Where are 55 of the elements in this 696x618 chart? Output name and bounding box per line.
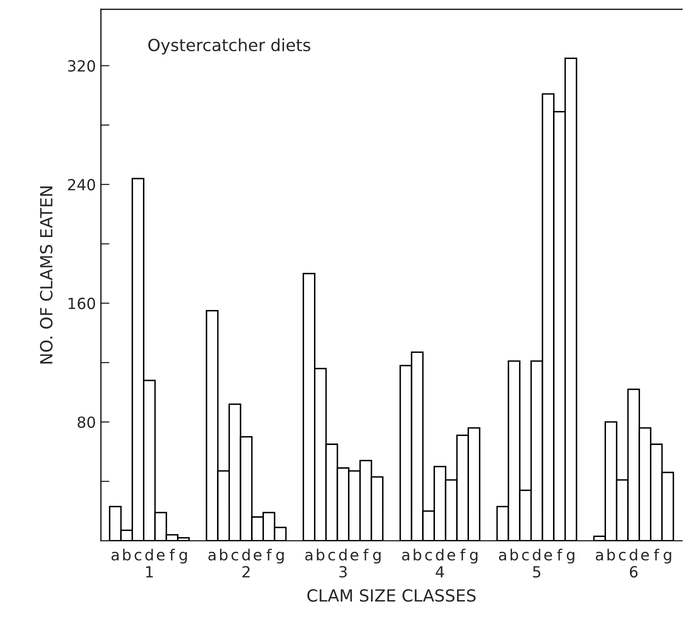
text: Oystercatcher diets bbox=[148, 38, 310, 55]
text: e bbox=[641, 552, 649, 561]
text: f bbox=[266, 548, 272, 560]
text: g bbox=[470, 552, 478, 564]
text: c bbox=[232, 552, 238, 561]
text: e bbox=[254, 552, 262, 561]
text: e bbox=[447, 552, 456, 561]
text: a bbox=[208, 552, 216, 561]
x-tick-label: 1 bbox=[146, 566, 153, 578]
text: d bbox=[630, 548, 638, 561]
y-axis-title: NO. OF CLAMS EATEN bbox=[40, 186, 53, 364]
text: d bbox=[242, 548, 250, 561]
text: c bbox=[328, 552, 335, 561]
text: d bbox=[339, 548, 347, 561]
text: a bbox=[596, 552, 603, 561]
text: f bbox=[654, 548, 660, 560]
x-tick-label: 6 bbox=[630, 566, 638, 578]
series-label: d bbox=[145, 548, 153, 561]
series-label: a bbox=[112, 552, 119, 561]
text: f bbox=[363, 548, 369, 560]
series-label: c bbox=[134, 552, 142, 561]
text: g bbox=[664, 552, 672, 564]
text: c bbox=[618, 552, 626, 561]
series-label: g bbox=[179, 552, 187, 564]
text: b bbox=[414, 548, 422, 561]
text: b bbox=[607, 548, 615, 561]
text: d bbox=[436, 548, 444, 561]
text: c bbox=[425, 552, 432, 561]
text: e bbox=[350, 552, 358, 561]
x-axis-title: CLAM SIZE CLASSES bbox=[307, 589, 476, 602]
y-tick-label: 320 bbox=[68, 60, 96, 72]
x-tick-label: 4 bbox=[436, 566, 444, 578]
text: g bbox=[566, 552, 574, 564]
series-label: f bbox=[170, 548, 176, 560]
text: b bbox=[510, 548, 518, 561]
text: e bbox=[544, 552, 552, 561]
series-label: b bbox=[123, 548, 131, 561]
y-tick-label: 240 bbox=[68, 178, 96, 190]
x-tick-label: 2 bbox=[242, 566, 250, 578]
series-label: e bbox=[156, 552, 165, 561]
text: f bbox=[460, 548, 466, 560]
y-tick-label: 160 bbox=[68, 298, 96, 310]
text: f bbox=[557, 548, 562, 560]
text: a bbox=[305, 552, 312, 561]
text: c bbox=[522, 552, 529, 561]
x-tick-label: 5 bbox=[533, 566, 540, 578]
text: d bbox=[532, 548, 540, 561]
text: g bbox=[373, 552, 381, 564]
text: b bbox=[220, 548, 228, 561]
text: b bbox=[316, 548, 324, 561]
x-tick-label: 3 bbox=[339, 566, 347, 578]
y-tick-label: 80 bbox=[78, 416, 96, 428]
text: a bbox=[498, 552, 506, 561]
text: a bbox=[402, 552, 410, 561]
text: g bbox=[276, 552, 284, 564]
